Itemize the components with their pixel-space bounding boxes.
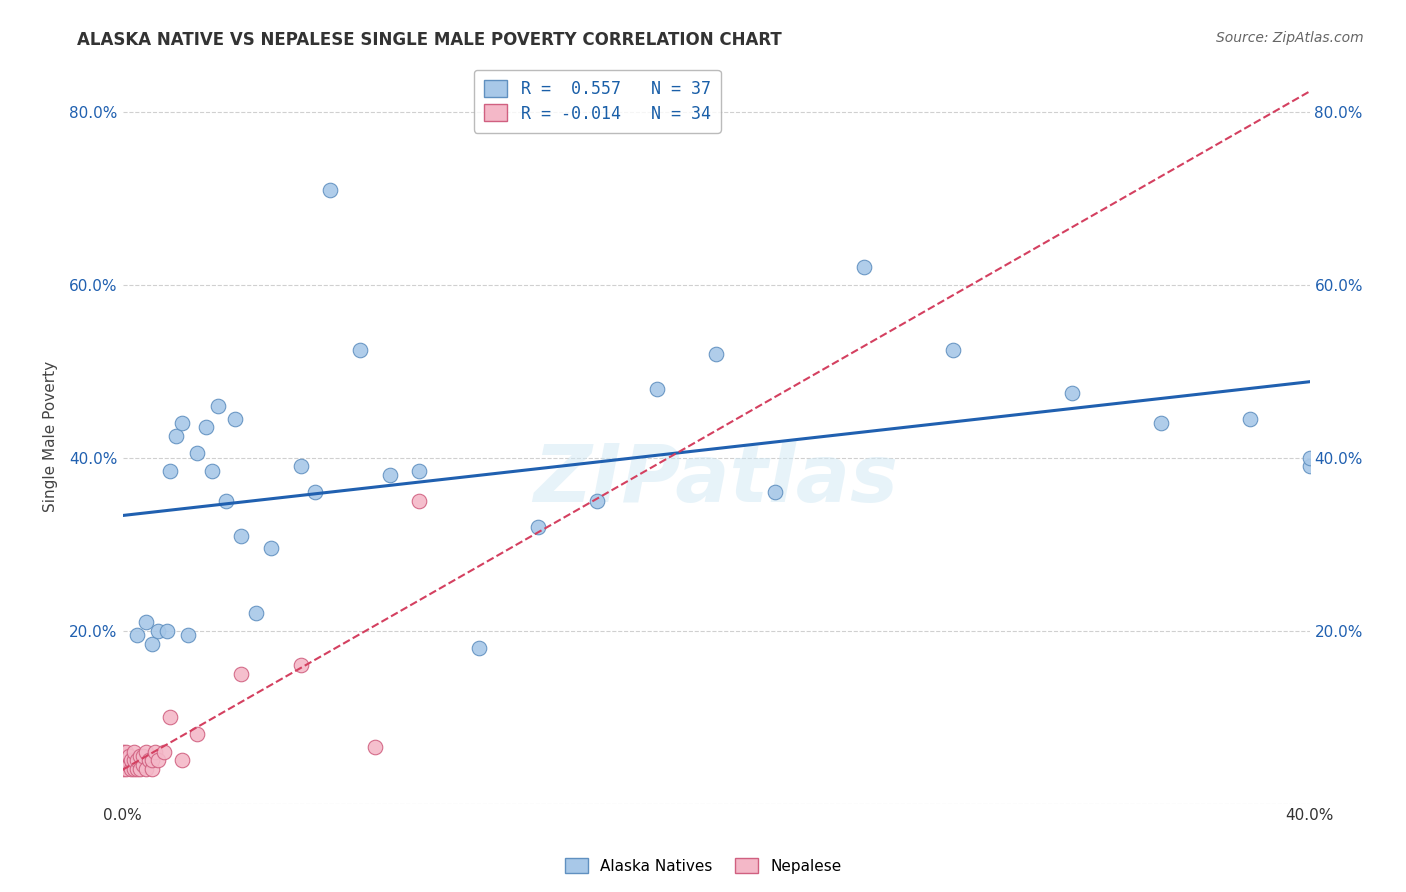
Point: [290, 658, 312, 673]
Point: [194, 420, 217, 434]
Point: [527, 520, 550, 534]
Text: ALASKA NATIVE VS NEPALESE SINGLE MALE POVERTY CORRELATION CHART: ALASKA NATIVE VS NEPALESE SINGLE MALE PO…: [77, 31, 782, 49]
Point: [215, 494, 238, 508]
Point: [121, 753, 143, 767]
Point: [135, 745, 157, 759]
Point: [111, 762, 134, 776]
Point: [170, 753, 193, 767]
Point: [135, 615, 157, 629]
Point: [207, 399, 229, 413]
Point: [304, 485, 326, 500]
Point: [114, 753, 136, 767]
Point: [156, 624, 179, 638]
Point: [467, 640, 489, 655]
Legend: Alaska Natives, Nepalese: Alaska Natives, Nepalese: [558, 852, 848, 880]
Point: [586, 494, 609, 508]
Point: [127, 753, 149, 767]
Point: [143, 745, 166, 759]
Point: [117, 749, 139, 764]
Point: [245, 607, 267, 621]
Point: [1062, 385, 1084, 400]
Point: [124, 762, 146, 776]
Point: [1298, 450, 1320, 465]
Point: [170, 416, 193, 430]
Point: [260, 541, 283, 556]
Point: [111, 745, 134, 759]
Point: [124, 745, 146, 759]
Point: [231, 528, 253, 542]
Point: [378, 467, 401, 482]
Point: [127, 628, 149, 642]
Y-axis label: Single Male Poverty: Single Male Poverty: [44, 360, 58, 512]
Point: [290, 459, 312, 474]
Point: [165, 429, 187, 443]
Point: [704, 347, 727, 361]
Point: [148, 624, 170, 638]
Point: [117, 757, 139, 772]
Point: [114, 745, 136, 759]
Point: [129, 749, 152, 764]
Point: [114, 762, 136, 776]
Point: [159, 710, 181, 724]
Point: [1150, 416, 1173, 430]
Point: [111, 753, 134, 767]
Point: [1298, 459, 1320, 474]
Text: ZIPatlas: ZIPatlas: [533, 442, 898, 519]
Point: [153, 745, 176, 759]
Point: [121, 762, 143, 776]
Point: [408, 464, 430, 478]
Point: [319, 183, 342, 197]
Point: [148, 753, 170, 767]
Legend: R =  0.557   N = 37, R = -0.014   N = 34: R = 0.557 N = 37, R = -0.014 N = 34: [474, 70, 721, 133]
Point: [127, 762, 149, 776]
Point: [763, 485, 786, 500]
Point: [132, 749, 155, 764]
Point: [129, 762, 152, 776]
Point: [942, 343, 965, 357]
Point: [408, 494, 430, 508]
Point: [186, 727, 208, 741]
Point: [141, 637, 163, 651]
Point: [349, 343, 371, 357]
Point: [132, 757, 155, 772]
Point: [141, 753, 163, 767]
Point: [364, 740, 387, 755]
Point: [224, 411, 246, 425]
Text: Source: ZipAtlas.com: Source: ZipAtlas.com: [1216, 31, 1364, 45]
Point: [201, 464, 224, 478]
Point: [124, 753, 146, 767]
Point: [135, 762, 157, 776]
Point: [159, 464, 181, 478]
Point: [177, 628, 200, 642]
Point: [645, 382, 668, 396]
Point: [141, 762, 163, 776]
Point: [186, 446, 208, 460]
Point: [231, 666, 253, 681]
Point: [138, 753, 160, 767]
Point: [853, 260, 876, 275]
Point: [1239, 411, 1261, 425]
